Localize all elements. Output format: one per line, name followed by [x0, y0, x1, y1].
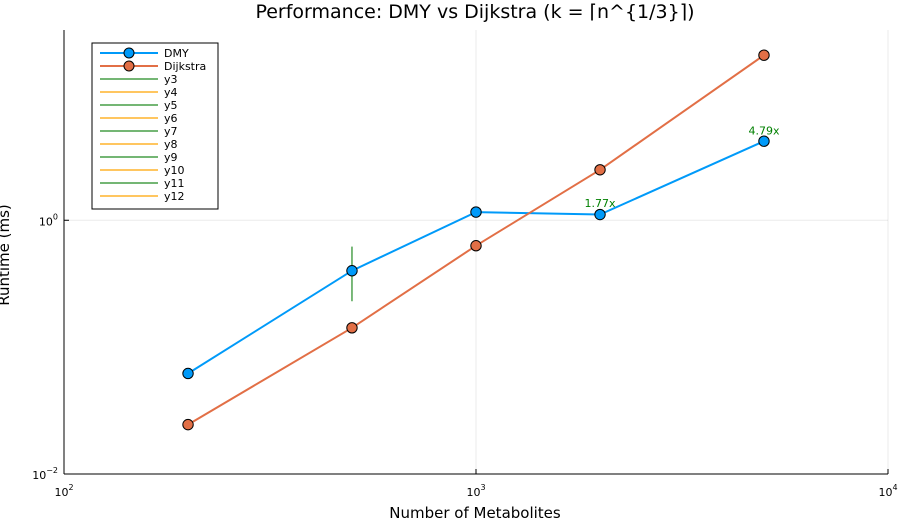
data-point-dmy [594, 208, 606, 221]
legend-entry-y6: y6 [164, 112, 178, 125]
legend-entry-y12: y12 [164, 190, 185, 203]
legend-entry-dijkstra: Dijkstra [164, 60, 206, 73]
data-point-dijkstra [182, 418, 194, 431]
data-point-dmy [758, 135, 770, 147]
x-axis-title: Number of Metabolites [389, 504, 561, 520]
legend-entry-dmy: DMY [164, 47, 189, 60]
legend-entry-y4: y4 [164, 86, 178, 99]
legend-entry-y10: y10 [164, 164, 185, 177]
data-point-dmy [346, 265, 358, 277]
legend-entry-y11: y11 [164, 177, 185, 190]
speedup-annotation: 1.77x [585, 197, 616, 210]
data-point-dijkstra [758, 49, 770, 61]
data-point-dmy [182, 367, 194, 380]
legend-entry-y3: y3 [164, 73, 178, 86]
legend-swatch-marker [123, 60, 135, 72]
data-point-dijkstra [594, 164, 606, 176]
x-tick-label: 104 [878, 483, 897, 499]
tick-labels: 102 103 104 10−2 100 [32, 212, 897, 499]
y-tick-label: 10−2 [32, 466, 58, 482]
x-tick-label: 102 [54, 483, 73, 499]
annotations-layer: 1.77x 4.79x [585, 124, 780, 210]
legend-entry-y5: y5 [164, 99, 178, 112]
chart-title: Performance: DMY vs Dijkstra (k = ⌈n^{1/… [255, 1, 694, 23]
axes [63, 30, 889, 475]
data-point-dijkstra [346, 322, 358, 334]
data-point-dijkstra [470, 240, 482, 252]
legend-box [91, 42, 219, 210]
data-point-dmy [470, 206, 482, 218]
legend-entry-y9: y9 [164, 151, 178, 164]
series-layer [182, 49, 770, 431]
speedup-annotation: 4.79x [748, 124, 779, 137]
legend-entry-y8: y8 [164, 138, 178, 151]
legend-swatch-marker [123, 47, 135, 59]
y-axis-title: Runtime (ms) [0, 204, 13, 306]
legend-entry-y7: y7 [164, 125, 178, 138]
y-tick-label: 100 [39, 212, 58, 228]
x-tick-label: 103 [466, 483, 485, 499]
